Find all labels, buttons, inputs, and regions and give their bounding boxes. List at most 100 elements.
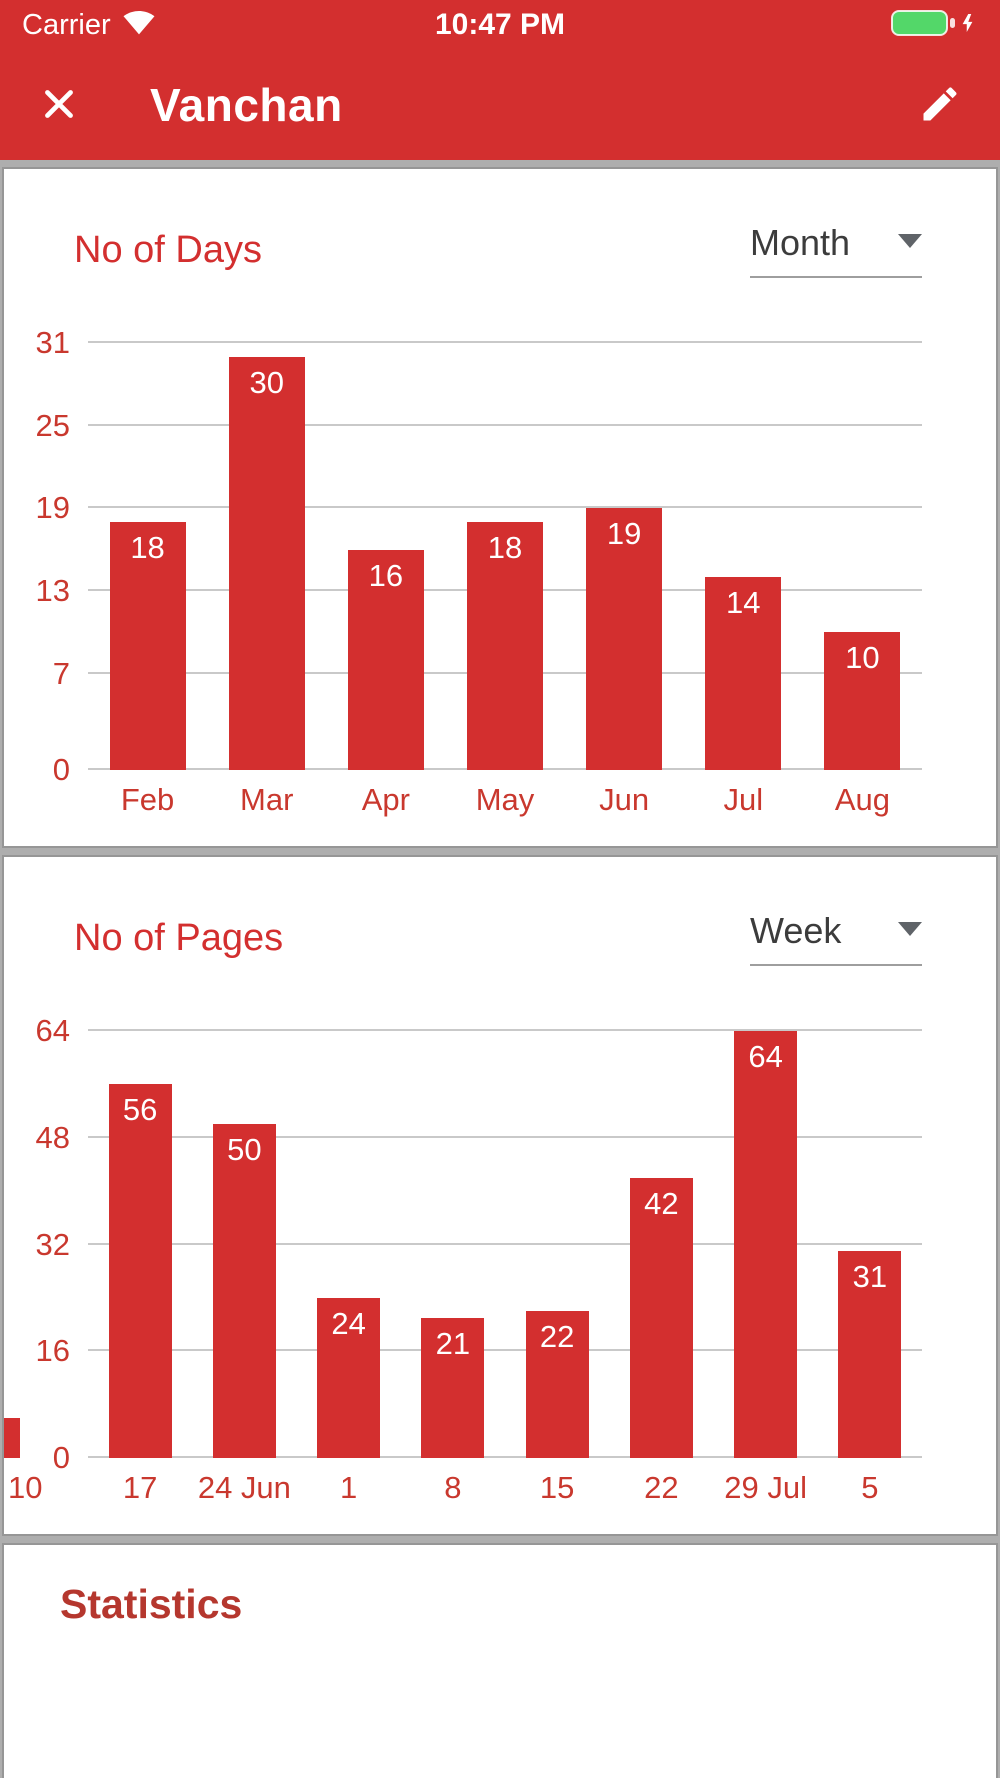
bar-Aug[interactable]: 10 — [824, 632, 901, 770]
period-dropdown-month[interactable]: Month — [750, 222, 922, 278]
gridline — [88, 423, 922, 426]
y-tick-label: 7 — [52, 655, 70, 691]
chart-plot[interactable]: 0 16 32 48 64 56 50 24 21 22 42 64 31 — [4, 1013, 922, 1475]
bar-slot: 64 — [714, 1031, 818, 1458]
pages-bar-chart: 0 16 32 48 64 56 50 24 21 22 42 64 31 17 24 Jun 1 8 15 2… — [4, 1013, 922, 1506]
statistics-heading: Statistics — [60, 1581, 243, 1627]
bar-Feb[interactable]: 18 — [109, 522, 186, 770]
bar-Mar[interactable]: 30 — [228, 356, 305, 770]
bar-slot: 16 — [326, 343, 445, 770]
period-dropdown-week[interactable]: Week — [750, 910, 922, 966]
bar-value-label: 19 — [606, 516, 642, 552]
x-tick-label: 10 — [8, 1470, 43, 1505]
x-tick-label: Aug — [834, 782, 890, 817]
bar-value-label: 14 — [726, 585, 761, 621]
x-axis: 17 24 Jun 1 8 15 22 29 Jul 5 10 — [8, 1470, 922, 1506]
x-tick-label: May — [475, 782, 535, 817]
x-tick-label: 5 — [861, 1470, 879, 1505]
charging-bolt-icon — [960, 9, 978, 42]
dropdown-selected-value: Month — [750, 222, 851, 263]
bar-value-label: 64 — [748, 1039, 783, 1074]
bar-5[interactable]: 31 — [838, 1251, 902, 1458]
bar-value-label: 18 — [487, 530, 523, 566]
x-tick-label: Jun — [599, 782, 650, 817]
x-tick-label: 22 — [644, 1470, 679, 1505]
bar-value-label: 22 — [539, 1319, 575, 1355]
x-tick-label: 1 — [340, 1470, 358, 1505]
gridline — [88, 1349, 922, 1352]
gridline — [88, 1135, 922, 1138]
pages-chart-card: No of Pages Week 0 16 32 48 64 56 50 24 21 22 42 6… — [2, 855, 998, 1536]
bar-15[interactable]: 22 — [525, 1311, 589, 1458]
y-tick-label: 32 — [35, 1226, 70, 1262]
edit-pencil-icon — [918, 82, 962, 129]
x-tick-label: Mar — [240, 782, 294, 817]
close-icon — [38, 83, 80, 128]
bar-slot: 24 — [297, 1031, 401, 1458]
time-label: 10:47 PM — [434, 8, 566, 41]
statistics-card: Statistics — [2, 1543, 998, 1778]
y-tick-label: 25 — [35, 407, 70, 443]
bar-slot: 10 — [803, 343, 922, 770]
dropdown-selected-value: Week — [750, 910, 842, 951]
status-bar: Carrier 10:47 PM — [0, 0, 1000, 50]
chevron-down-icon — [898, 922, 922, 936]
chart-grid — [88, 1029, 922, 1458]
bar-value-label: 50 — [227, 1132, 262, 1168]
gridline — [88, 506, 922, 509]
page-title: Vanchan — [150, 79, 343, 131]
close-button[interactable] — [38, 83, 80, 128]
chevron-down-icon — [898, 234, 922, 248]
y-tick-label: 19 — [35, 490, 70, 526]
bar-May[interactable]: 18 — [466, 522, 543, 770]
bar-slot: 18 — [445, 343, 564, 770]
bar-value-label: 16 — [368, 557, 404, 593]
card-title-no-of-days: No of Days — [74, 228, 262, 271]
bar-value-label: 56 — [122, 1092, 158, 1128]
bar-value-label: 10 — [845, 640, 880, 676]
gridline — [88, 1242, 922, 1245]
chart-plot[interactable]: 0 7 13 19 25 31 18 30 16 18 19 14 10 — [36, 325, 922, 787]
bar-value-label: 31 — [852, 1259, 888, 1295]
partial-bar-clipped[interactable] — [4, 1417, 20, 1458]
bar-slot: 18 — [88, 343, 207, 770]
bar-8[interactable]: 21 — [421, 1317, 485, 1458]
bar-1[interactable]: 24 — [317, 1297, 381, 1458]
bar-slot: 31 — [818, 1031, 922, 1458]
gridline — [88, 1456, 922, 1458]
bar-slot: 22 — [505, 1031, 609, 1458]
gridline — [88, 1029, 922, 1031]
bar-value-label: 18 — [130, 530, 165, 566]
bar-22[interactable]: 42 — [629, 1177, 693, 1458]
bar-17[interactable]: 56 — [108, 1084, 172, 1458]
nav-bar: Vanchan — [0, 50, 1000, 160]
x-tick-label: Feb — [120, 782, 175, 817]
edit-button[interactable] — [918, 82, 962, 129]
x-tick-label: 17 — [122, 1470, 158, 1505]
gridline — [88, 341, 922, 343]
x-tick-label: Jul — [723, 782, 764, 817]
bar-slot: 19 — [565, 343, 684, 770]
bar-Jun[interactable]: 19 — [586, 508, 663, 770]
days-chart-card: No of Days Month 0 7 13 19 25 31 18 30 16 18 19 14… — [2, 167, 998, 848]
y-tick-label: 16 — [35, 1333, 70, 1369]
y-tick-label: 31 — [35, 325, 70, 360]
y-tick-label: 13 — [35, 572, 70, 608]
bar-slot: 50 — [192, 1031, 296, 1458]
bar-24 Jun[interactable]: 50 — [212, 1124, 276, 1458]
bar-slot: 14 — [684, 343, 803, 770]
y-tick-label: 64 — [35, 1013, 70, 1048]
battery-icon — [890, 8, 956, 43]
bar-value-label: 30 — [249, 364, 284, 400]
bar-slot: 42 — [609, 1031, 713, 1458]
carrier-label: Carrier — [22, 8, 111, 41]
x-tick-label: 8 — [444, 1470, 462, 1505]
bar-slot: 21 — [401, 1031, 505, 1458]
x-axis: Feb Mar Apr May Jun Jul Aug — [88, 782, 922, 818]
x-tick-label: Apr — [361, 782, 410, 817]
bar-Jul[interactable]: 14 — [705, 577, 782, 770]
bar-29 Jul[interactable]: 64 — [734, 1031, 798, 1458]
wifi-icon — [123, 10, 155, 40]
bar-Apr[interactable]: 16 — [347, 549, 424, 770]
